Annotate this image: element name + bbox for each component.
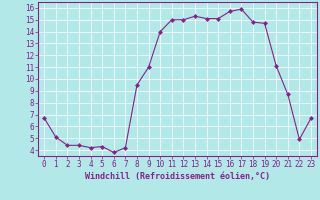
X-axis label: Windchill (Refroidissement éolien,°C): Windchill (Refroidissement éolien,°C) [85, 172, 270, 181]
